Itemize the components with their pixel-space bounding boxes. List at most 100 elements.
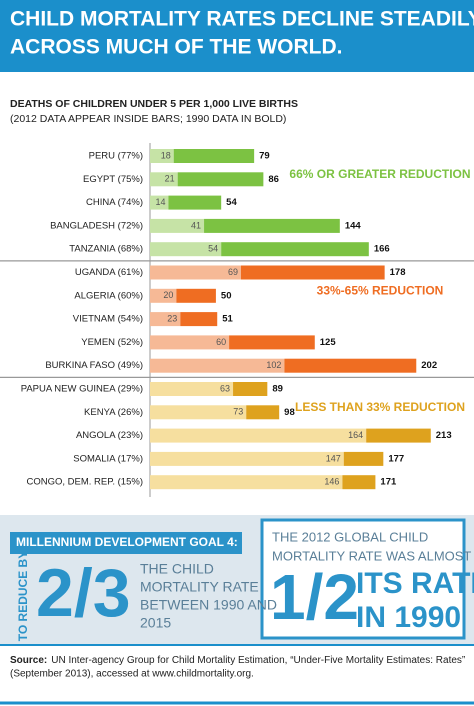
category-label: TANZANIA (68%) xyxy=(69,244,143,255)
big-fraction-left: 2/3 xyxy=(36,555,131,631)
value-label-2012: 14 xyxy=(155,197,165,207)
bar-1990 xyxy=(233,382,268,396)
goal-rotated: TO REDUCE BY xyxy=(16,551,30,641)
category-label: ANGOLA (23%) xyxy=(76,430,143,441)
bar-1990 xyxy=(229,335,315,350)
value-label-1990: 125 xyxy=(320,337,337,348)
bar-1990 xyxy=(246,405,280,420)
stat-big-text: IN 1990 xyxy=(356,601,461,634)
category-label: CHINA (74%) xyxy=(86,197,143,208)
bar-2012 xyxy=(150,451,344,466)
bar-2012 xyxy=(150,195,169,210)
category-label: PERU (77%) xyxy=(89,151,143,162)
value-label-1990: 51 xyxy=(222,314,233,325)
value-label-2012: 41 xyxy=(191,220,201,230)
value-label-2012: 63 xyxy=(220,383,230,393)
value-label-1990: 54 xyxy=(226,197,237,208)
stat-text: THE 2012 GLOBAL CHILD xyxy=(272,529,428,544)
chart-title: ACROSS MUCH OF THE WORLD. xyxy=(10,36,342,59)
goal-text: MORTALITY RATE xyxy=(140,579,259,595)
bar-1990 xyxy=(177,172,264,187)
value-label-1990: 89 xyxy=(272,384,283,395)
category-label: YEMEN (52%) xyxy=(81,337,143,348)
goal-text: THE CHILD xyxy=(140,561,214,577)
value-label-2012: 20 xyxy=(163,290,173,300)
bar-2012 xyxy=(150,172,178,187)
stat-text: MORTALITY RATE WAS ALMOST xyxy=(272,548,471,563)
value-label-2012: 18 xyxy=(161,150,171,160)
bar-2012 xyxy=(150,242,222,257)
bar-2012 xyxy=(150,218,205,233)
chart-subtitle: DEATHS OF CHILDREN UNDER 5 PER 1,000 LIV… xyxy=(10,98,298,110)
right-box xyxy=(260,518,466,640)
bar-1990 xyxy=(180,312,218,327)
value-label-1990: 86 xyxy=(268,174,279,185)
title-banner xyxy=(0,0,474,72)
value-label-2012: 102 xyxy=(266,360,281,370)
bar-1990 xyxy=(168,195,222,210)
value-label-2012: 23 xyxy=(167,313,177,323)
category-label: BURKINA FASO (49%) xyxy=(45,360,143,371)
bar-1990 xyxy=(284,358,417,373)
category-label: BANGLADESH (72%) xyxy=(50,220,143,231)
bar-1990 xyxy=(204,218,340,233)
category-label: SOMALIA (17%) xyxy=(73,453,143,464)
bar-2012 xyxy=(150,475,343,490)
chart-title: CHILD MORTALITY RATES DECLINE STEADILY xyxy=(10,8,474,31)
value-label-2012: 164 xyxy=(348,430,363,440)
bar-2012 xyxy=(150,149,174,163)
bar-1990 xyxy=(221,242,369,257)
value-label-1990: 144 xyxy=(345,220,362,231)
value-label-2012: 147 xyxy=(326,453,341,463)
source-text: (September 2013), accessed at www.childm… xyxy=(10,669,254,680)
category-label: CONGO, DEM. REP. (15%) xyxy=(27,477,144,488)
category-label: EGYPT (75%) xyxy=(83,174,143,185)
bar-2012 xyxy=(150,358,285,373)
goal-title: MILLENNIUM DEVELOPMENT GOAL 4: xyxy=(16,535,238,549)
bar-2012 xyxy=(150,382,234,396)
value-label-2012: 60 xyxy=(216,337,226,347)
category-label: KENYA (26%) xyxy=(84,407,143,418)
bar-2012 xyxy=(150,312,181,327)
bar-2012 xyxy=(150,405,247,420)
bar-1990 xyxy=(176,288,216,303)
value-label-1990: 166 xyxy=(374,244,390,255)
group-label: 66% OR GREATER REDUCTION xyxy=(289,167,470,181)
goal-text: 2015 xyxy=(140,615,171,631)
category-label: VIETNAM (54%) xyxy=(73,314,143,325)
bar-1990 xyxy=(173,149,255,163)
bar-1990 xyxy=(342,475,376,490)
chart-subtitle: (2012 DATA APPEAR INSIDE BARS; 1990 DATA… xyxy=(10,113,286,125)
value-label-2012: 54 xyxy=(208,244,218,254)
category-label: PAPUA NEW GUINEA (29%) xyxy=(21,384,143,395)
source-label: Source: xyxy=(10,655,47,666)
source-text: UN Inter-agency Group for Child Mortalit… xyxy=(51,655,465,666)
bar-2012 xyxy=(150,428,367,443)
value-label-1990: 177 xyxy=(388,453,404,464)
bar-2012 xyxy=(150,265,241,280)
value-label-2012: 21 xyxy=(165,174,175,184)
stat-big-text: ITS RATE xyxy=(356,567,474,600)
value-label-1990: 98 xyxy=(284,407,295,418)
bar-2012 xyxy=(150,335,230,350)
bar-1990 xyxy=(240,265,385,280)
value-label-1990: 50 xyxy=(221,290,232,301)
bar-1990 xyxy=(343,451,384,466)
value-label-1990: 171 xyxy=(380,477,397,488)
value-label-1990: 213 xyxy=(436,430,452,441)
group-label: 33%-65% REDUCTION xyxy=(317,283,444,297)
value-label-1990: 202 xyxy=(421,360,437,371)
value-label-2012: 69 xyxy=(228,267,238,277)
category-label: ALGERIA (60%) xyxy=(74,290,143,301)
bar-2012 xyxy=(150,288,177,303)
value-label-2012: 146 xyxy=(324,477,339,487)
value-label-2012: 73 xyxy=(233,407,243,417)
source: Source: UN Inter-agency Group for Child M… xyxy=(10,655,465,666)
goal-bar xyxy=(10,532,242,554)
bar-1990 xyxy=(366,428,431,443)
group-label: LESS THAN 33% REDUCTION xyxy=(295,400,465,414)
category-label: UGANDA (61%) xyxy=(75,267,143,278)
value-label-1990: 178 xyxy=(390,267,406,278)
